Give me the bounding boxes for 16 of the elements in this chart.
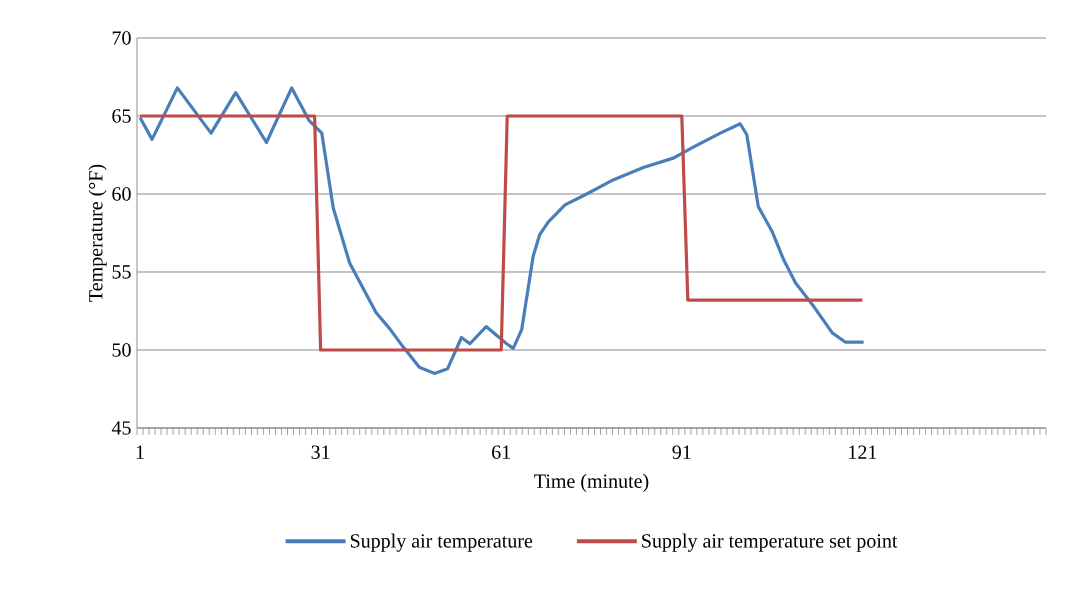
y-tick-label: 65 (112, 109, 131, 123)
y-tick-label: 50 (112, 343, 131, 357)
y-tick-label: 60 (112, 187, 131, 201)
x-tick-label: 1 (136, 445, 144, 459)
y-tick-label: 55 (112, 265, 131, 279)
x-tick-label: 121 (849, 445, 877, 459)
y-tick-label: 45 (111, 421, 131, 435)
legend-label: Supply air temperature (350, 533, 533, 552)
x-tick-label: 91 (672, 445, 691, 459)
x-tick-label: 61 (492, 445, 511, 459)
legend-label: Supply air temperature set point (642, 533, 898, 552)
x-tick-label: 31 (311, 445, 330, 459)
y-axis-title: Temperature (°F) (88, 164, 107, 302)
line-series (138, 86, 866, 375)
y-tick-label: 70 (112, 31, 131, 45)
x-axis-title: Time (minute) (534, 473, 649, 492)
